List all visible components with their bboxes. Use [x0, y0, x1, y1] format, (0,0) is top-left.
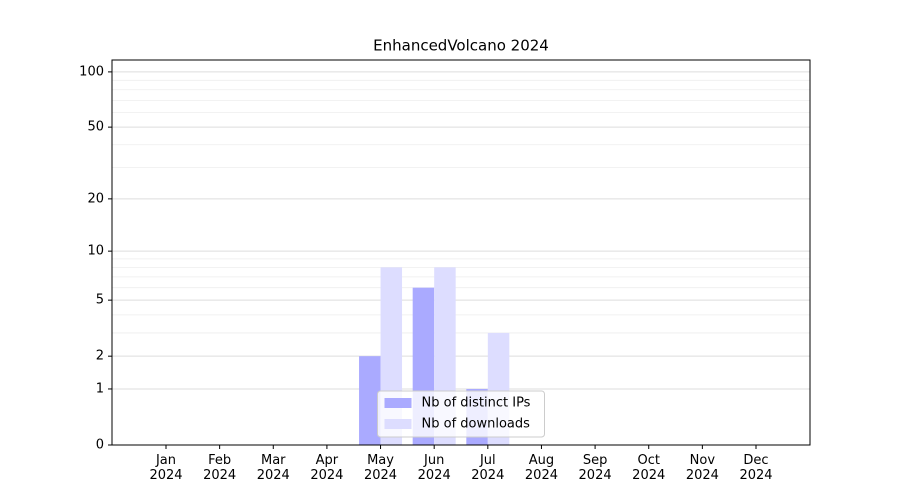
y-tick-label: 50: [87, 120, 104, 135]
x-tick-label: Jul 2024: [471, 453, 505, 483]
legend-swatch: [384, 419, 412, 429]
x-tick-label: Dec 2024: [739, 453, 773, 483]
plot-frame: [111, 59, 811, 446]
y-tick-label: 100: [79, 64, 104, 79]
legend-swatch: [384, 398, 412, 408]
chart-title: EnhancedVolcano 2024: [373, 37, 549, 55]
legend: Nb of distinct IPs Nb of downloads: [377, 390, 545, 438]
x-tick-label: Mar 2024: [256, 453, 290, 483]
x-tick-label: Feb 2024: [203, 453, 237, 483]
legend-box: [377, 390, 545, 438]
y-tick-label: 0: [96, 438, 104, 453]
y-tick-label: 20: [87, 191, 104, 206]
x-tick-label: Oct 2024: [632, 453, 666, 483]
legend-label: Nb of distinct IPs: [422, 396, 531, 411]
y-tick-label: 2: [96, 349, 104, 364]
x-tick-label: Aug 2024: [524, 453, 558, 483]
x-tick-label: Jan 2024: [149, 453, 183, 483]
legend-label: Nb of downloads: [422, 417, 531, 432]
x-tick-label: Jun 2024: [417, 453, 451, 483]
y-tick-label: 10: [87, 244, 104, 259]
x-tick-label: Sep 2024: [578, 453, 612, 483]
x-tick-label: May 2024: [363, 453, 398, 483]
x-tick-label: Apr 2024: [310, 453, 344, 483]
x-tick-label: Nov 2024: [685, 453, 719, 483]
y-tick-label: 1: [96, 381, 104, 396]
y-tick-label: 5: [96, 293, 104, 308]
bar: [359, 356, 381, 445]
